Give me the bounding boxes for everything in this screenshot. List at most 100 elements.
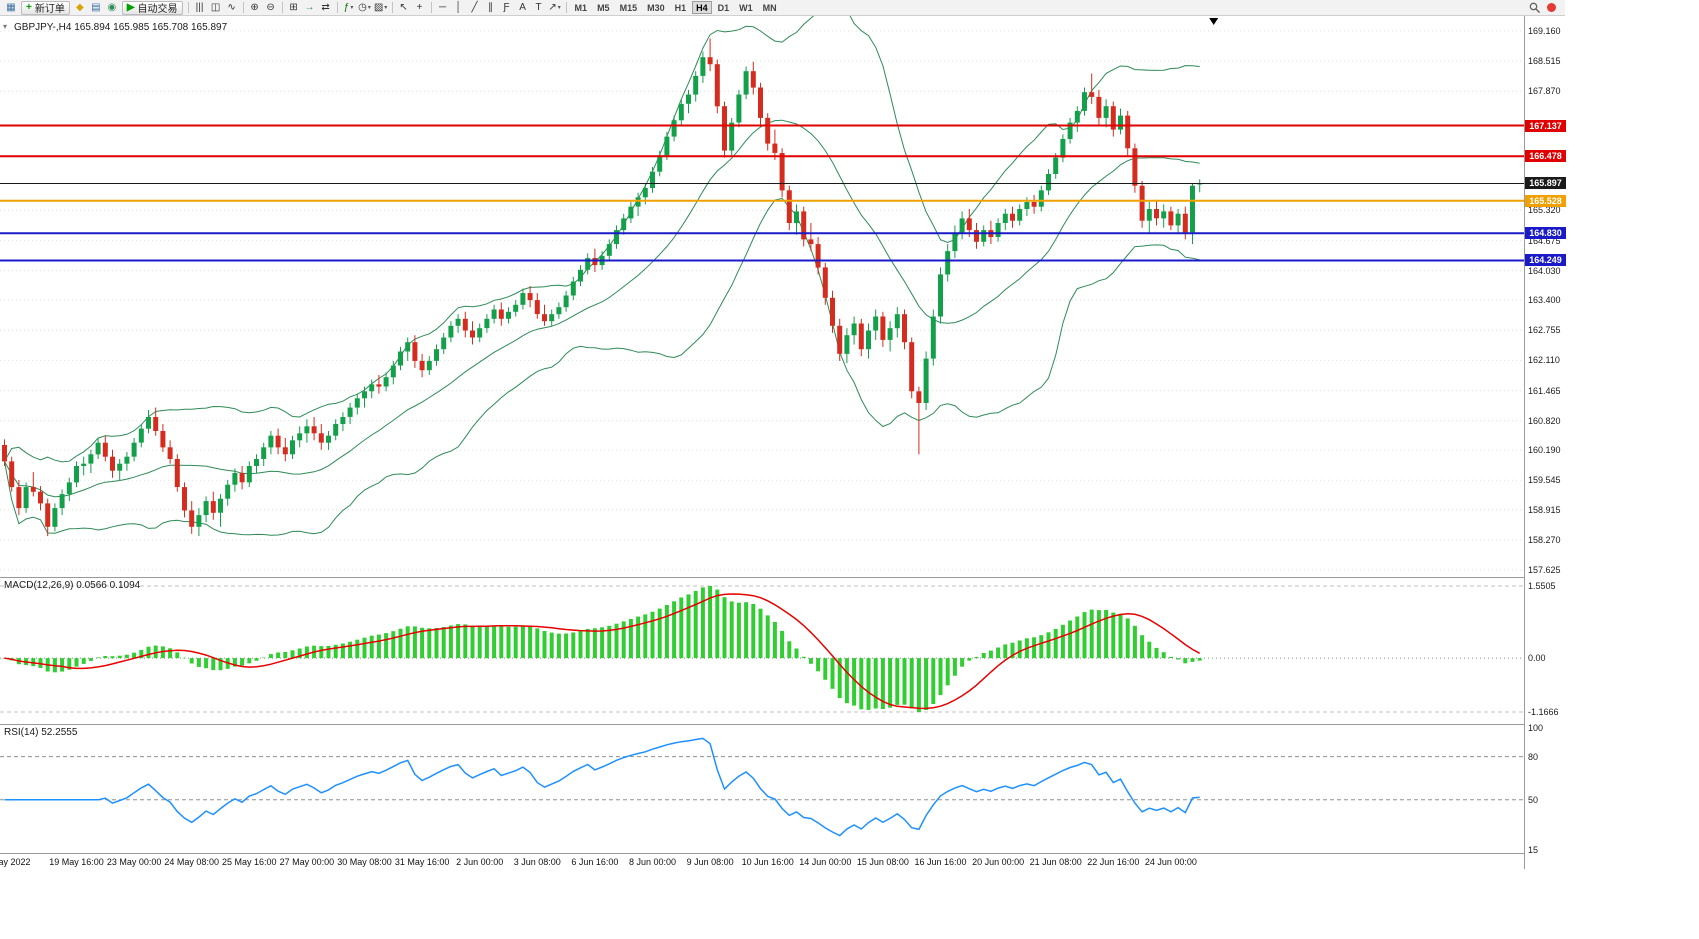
time-axis-label: 18 May 2022 bbox=[0, 857, 31, 867]
rsi-axis-label: 80 bbox=[1528, 751, 1539, 762]
arrows-icon-dropdown[interactable]: ▾ bbox=[557, 4, 561, 11]
y-axis-tick-label: 159.545 bbox=[1528, 475, 1561, 486]
macd-axis-zero: 0.00 bbox=[1528, 653, 1546, 664]
timeframe-button-H1[interactable]: H1 bbox=[674, 3, 687, 13]
timeframe-button-M15[interactable]: M15 bbox=[619, 3, 638, 13]
rsi-axis-label: 50 bbox=[1528, 794, 1539, 805]
bollinger-upper bbox=[4, 16, 1200, 463]
toolbar-separator bbox=[187, 2, 189, 13]
bar-chart-icon[interactable]: ||| bbox=[195, 1, 204, 13]
time-axis-label: 16 Jun 16:00 bbox=[914, 857, 967, 867]
time-axis-label: 25 May 16:00 bbox=[222, 857, 277, 867]
fibonacci-icon[interactable]: Ƒ bbox=[503, 1, 510, 13]
trendline-icon[interactable]: ╱ bbox=[471, 1, 478, 13]
notification-badge[interactable] bbox=[1547, 3, 1556, 12]
time-axis-label: 21 Jun 08:00 bbox=[1029, 857, 1082, 867]
toolbar-separator bbox=[242, 2, 244, 13]
timeframe-button-H4[interactable]: H4 bbox=[692, 1, 712, 14]
time-axis-label: 30 May 08:00 bbox=[337, 857, 392, 867]
macd-chart[interactable] bbox=[0, 578, 1524, 724]
indicators-icon[interactable]: ƒ ▾ bbox=[343, 1, 354, 13]
y-axis-tick-label: 157.625 bbox=[1528, 565, 1561, 575]
auto-scroll-icon[interactable]: → bbox=[304, 1, 315, 13]
chart-shift-icon[interactable]: ⇄ bbox=[321, 1, 330, 13]
timeframe-button-M30[interactable]: M30 bbox=[647, 3, 665, 13]
templates-icon[interactable]: ▨ ▾ bbox=[373, 1, 388, 13]
vertical-line-icon[interactable]: │ bbox=[455, 1, 462, 13]
y-axis-tick-label: 158.270 bbox=[1528, 534, 1561, 545]
rsi-chart[interactable] bbox=[0, 725, 1524, 853]
crosshair-icon[interactable]: + bbox=[416, 1, 423, 13]
y-axis-tick-label: 158.915 bbox=[1528, 504, 1561, 515]
macd-label: MACD(12,26,9) 0.0566 0.1094 bbox=[4, 580, 141, 591]
line-chart-icon[interactable]: ∿ bbox=[227, 1, 236, 13]
y-axis-tick-label: 164.675 bbox=[1528, 235, 1561, 246]
y-axis-tick-label: 161.465 bbox=[1528, 385, 1561, 396]
bollinger-lower bbox=[4, 197, 1200, 536]
periods-icon[interactable]: ◷ ▾ bbox=[358, 1, 371, 13]
y-axis-tick-label: 165.320 bbox=[1528, 205, 1561, 216]
time-axis-label: 19 May 16:00 bbox=[49, 857, 104, 867]
time-axis-label: 31 May 16:00 bbox=[394, 857, 450, 867]
periods-icon-dropdown[interactable]: ▾ bbox=[367, 4, 371, 11]
toolbar-separator bbox=[391, 2, 393, 13]
equidistant-channel-icon[interactable]: ∥ bbox=[488, 1, 494, 13]
chart-shift-marker bbox=[1209, 18, 1219, 25]
text-label-icon[interactable]: T bbox=[535, 1, 542, 13]
toolbar-separator bbox=[565, 2, 567, 13]
y-axis-tick-label: 168.515 bbox=[1528, 56, 1561, 67]
timeframe-button-M1[interactable]: M1 bbox=[574, 3, 588, 13]
tile-windows-icon[interactable]: ⊞ bbox=[289, 1, 298, 13]
time-axis-label: 9 Jun 08:00 bbox=[686, 857, 734, 867]
macd-panel[interactable]: MACD(12,26,9) 0.0566 0.1094 bbox=[0, 577, 1524, 724]
time-axis-label: 14 Jun 00:00 bbox=[799, 857, 852, 867]
zoom-in-icon[interactable]: ⊕ bbox=[250, 1, 259, 13]
y-axis-tick-label: 167.870 bbox=[1528, 86, 1561, 97]
time-axis-label: 23 May 00:00 bbox=[106, 857, 162, 867]
rsi-label: RSI(14) 52.2555 bbox=[4, 727, 78, 738]
rsi-axis-label: 15 bbox=[1528, 845, 1539, 856]
chart-menu-caret-icon[interactable]: ▾ bbox=[3, 22, 8, 31]
zoom-out-icon[interactable]: ⊖ bbox=[266, 1, 275, 13]
time-axis-label: 3 Jun 08:00 bbox=[513, 857, 561, 867]
indicators-icon-dropdown[interactable]: ▾ bbox=[350, 4, 354, 11]
time-axis-label: 27 May 00:00 bbox=[279, 857, 335, 867]
y-axis-tick-label: 160.190 bbox=[1528, 445, 1561, 456]
timeframe-button-MN[interactable]: MN bbox=[762, 3, 777, 13]
horizontal-line-icon[interactable]: ─ bbox=[439, 1, 447, 13]
time-axis-label: 24 May 08:00 bbox=[164, 857, 219, 867]
search-icon[interactable] bbox=[1528, 1, 1542, 15]
cursor-icon[interactable]: ↖ bbox=[399, 1, 408, 13]
candlestick-chart[interactable] bbox=[0, 16, 1524, 577]
main-chart-panel[interactable]: ▾ GBPJPY-,H4 165.894 165.985 165.708 165… bbox=[0, 16, 1524, 577]
chart-window-icon[interactable]: ▦ bbox=[6, 1, 16, 13]
y-axis-tick-label: 160.820 bbox=[1528, 415, 1561, 426]
timeframe-button-W1[interactable]: W1 bbox=[739, 3, 753, 13]
price-level-badge: 164.249 bbox=[1525, 254, 1566, 267]
alerts-icon[interactable]: ◆ bbox=[75, 1, 84, 13]
arrows-icon[interactable]: ↗ ▾ bbox=[548, 1, 561, 13]
bid-price-badge: 165.897 bbox=[1525, 177, 1566, 190]
auto-trading-button[interactable]: ▶ 自动交易 bbox=[121, 0, 183, 15]
templates-icon-dropdown[interactable]: ▾ bbox=[384, 4, 388, 11]
chart-title: GBPJPY-,H4 165.894 165.985 165.708 165.8… bbox=[14, 22, 228, 33]
trading-terminal-window: ▦ + 新订单 ◆ ▤ ◉ ▶ 自动交易 ||| ◫ ∿ ⊕ ⊖ ⊞ → ⇄ ƒ ▾ ◷ ▾ ▨ ▾ ↖ + ─ │ ╱ ∥ Ƒ A T ↗ ▾… bbox=[0, 0, 1566, 870]
rsi-panel[interactable]: RSI(14) 52.2555 bbox=[0, 724, 1524, 853]
price-level-badge: 165.528 bbox=[1525, 194, 1566, 207]
macd-axis-min: -1.1666 bbox=[1528, 707, 1559, 717]
strategy-tester-icon[interactable]: ◉ bbox=[107, 1, 117, 13]
timeframe-button-D1[interactable]: D1 bbox=[717, 3, 730, 13]
new-order-button[interactable]: + 新订单 bbox=[21, 0, 70, 15]
toolbar-separator bbox=[430, 2, 432, 13]
market-depth-icon[interactable]: ▤ bbox=[91, 1, 101, 13]
price-level-badge: 166.478 bbox=[1525, 150, 1566, 163]
y-axis-tick-label: 169.160 bbox=[1528, 26, 1561, 36]
time-axis-label: 2 Jun 00:00 bbox=[456, 857, 504, 867]
price-level-badge: 164.830 bbox=[1525, 227, 1566, 240]
candlestick-chart-icon[interactable]: ◫ bbox=[210, 1, 221, 13]
time-axis-label: 24 Jun 00:00 bbox=[1144, 857, 1197, 867]
text-icon[interactable]: A bbox=[519, 1, 526, 13]
timeframe-button-M5[interactable]: M5 bbox=[597, 3, 610, 13]
time-axis-label: 15 Jun 08:00 bbox=[856, 857, 909, 867]
toolbar-separator bbox=[336, 2, 338, 13]
